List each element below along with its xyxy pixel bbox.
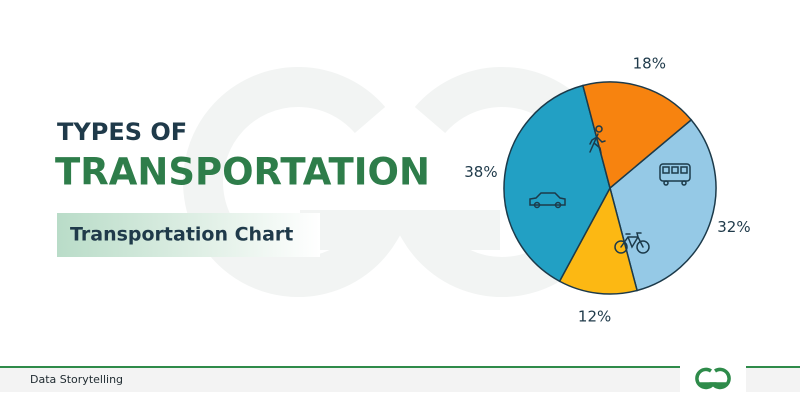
slice-label: 38% — [464, 163, 497, 181]
slice-label: 18% — [633, 55, 666, 73]
footer-label: Data Storytelling — [30, 373, 123, 386]
slice-label: 32% — [717, 218, 750, 236]
bus-icon — [659, 163, 691, 186]
logo — [695, 367, 731, 390]
title-line2: TRANSPORTATION — [55, 151, 430, 194]
pie-slice — [503, 84, 611, 283]
walking-icon — [589, 125, 606, 154]
footer-bar — [0, 367, 800, 392]
slice-label: 12% — [578, 308, 611, 326]
logo-background — [680, 364, 746, 394]
tag-text: Transportation Chart — [70, 224, 293, 246]
car-icon — [529, 192, 566, 209]
bicycle-icon — [614, 232, 650, 254]
pie-slice — [558, 185, 638, 295]
icons — [529, 125, 691, 254]
title-line1: TYPES OF — [57, 118, 187, 146]
tag-background — [57, 213, 320, 257]
pie-slice — [582, 81, 693, 190]
